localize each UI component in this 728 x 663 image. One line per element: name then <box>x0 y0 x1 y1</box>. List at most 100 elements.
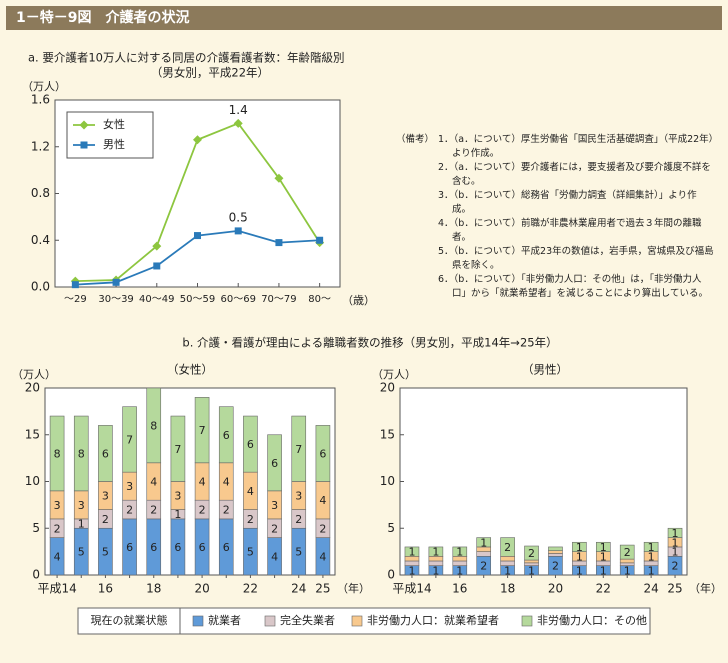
data-label: 2 <box>102 513 109 526</box>
y-tick-label: 0 <box>387 568 395 582</box>
legend-swatch <box>521 615 533 627</box>
header-title: 1－特－9図 介護者の状況 <box>16 9 189 26</box>
bar-segment <box>98 425 113 482</box>
y-tick-label: 1.6 <box>31 93 50 107</box>
y-tick-label: 15 <box>380 427 395 441</box>
bar-segment <box>476 537 492 548</box>
bar-segment <box>428 560 444 566</box>
y-tick-label: 5 <box>387 521 395 535</box>
x-tick-label: 24 <box>643 582 658 596</box>
x-tick-label: 70～79 <box>261 294 296 305</box>
header-bar <box>6 6 722 30</box>
data-label: 6 <box>271 457 278 470</box>
x-tick-label: 22 <box>596 582 611 596</box>
x-tick-label: 16 <box>452 582 467 596</box>
bar-segment <box>524 545 539 561</box>
bar-segment <box>146 387 162 464</box>
legend-box <box>66 111 154 159</box>
data-label: 3 <box>295 490 302 503</box>
data-label: 6 <box>102 447 109 460</box>
data-label: 3 <box>54 499 61 512</box>
x-tick-label: 20 <box>548 582 563 596</box>
point <box>193 135 202 145</box>
data-label: 1 <box>456 564 463 577</box>
data-label: 3 <box>126 480 133 493</box>
legend-label: 就業者 <box>208 613 241 627</box>
bar-segment <box>73 415 89 492</box>
point <box>234 227 242 235</box>
data-label: 4 <box>271 550 278 563</box>
data-label: 6 <box>223 429 230 442</box>
x-tick-label: 50～59 <box>180 294 215 305</box>
data-label: 1 <box>648 550 655 563</box>
data-label: 5 <box>78 546 85 559</box>
point <box>275 239 283 247</box>
data-label: 2 <box>223 504 230 517</box>
bar-segment <box>267 434 282 492</box>
bar-segment <box>619 544 635 560</box>
plot-area <box>44 387 336 576</box>
point <box>233 118 243 128</box>
bar-segment <box>452 546 468 557</box>
notes-heading: （備考） <box>396 134 435 145</box>
y-axis-label: （万人） <box>12 368 56 381</box>
bar-segment <box>572 541 587 552</box>
y-tick-label: 20 <box>25 381 40 395</box>
bar-segment <box>315 425 331 482</box>
data-label: 2 <box>271 522 278 535</box>
data-label: 2 <box>528 547 535 560</box>
data-label: 1 <box>480 536 487 549</box>
legend-swatch <box>264 615 276 627</box>
data-label: 2 <box>247 513 254 526</box>
bar-segment <box>428 546 444 557</box>
bar-segment <box>548 550 563 554</box>
data-label: 1 <box>576 564 583 577</box>
bar-segment <box>500 555 515 562</box>
note-item: 1．（a．について）厚生労働省「国民生活基礎調査」（平成22年）より作成。 <box>438 134 714 159</box>
x-tick-label: 16 <box>98 582 113 596</box>
data-label: 8 <box>150 419 157 432</box>
data-label: 2 <box>480 560 487 573</box>
point <box>316 236 324 244</box>
y-tick-label: 5 <box>32 521 40 535</box>
x-tick-label: ～29 <box>64 294 87 305</box>
data-label: 4 <box>199 476 206 489</box>
y-axis-label: （万人） <box>372 368 416 381</box>
chart-subtitle: （男性） <box>522 363 568 377</box>
chart-title: a. 要介護者10万人に対する同居の介護看護者数：年齢階級別 <box>28 51 345 65</box>
point <box>274 173 284 183</box>
data-label: 2 <box>150 504 157 517</box>
data-label: 1 <box>432 546 439 559</box>
data-label: 1 <box>528 564 535 577</box>
data-label: 2 <box>54 522 61 535</box>
data-label: 2 <box>624 546 631 559</box>
data-label: 1 <box>576 550 583 563</box>
data-label: 1 <box>600 550 607 563</box>
bar-segment <box>643 541 659 552</box>
x-tick-label: 25 <box>667 582 682 596</box>
x-tick-label: 25 <box>315 582 330 596</box>
data-label: 2 <box>319 522 326 535</box>
bar-segment <box>619 558 635 564</box>
data-label: 1 <box>432 564 439 577</box>
y-tick-label: 15 <box>25 427 40 441</box>
x-tick-label: 22 <box>243 582 258 596</box>
notes: （備考） 1．（a．について）厚生労働省「国民生活基礎調査」（平成22年）より作… <box>396 133 714 301</box>
data-label: 4 <box>150 476 157 489</box>
data-label: 7 <box>126 433 133 446</box>
x-axis-label: （歳） <box>342 294 375 307</box>
data-label: 1 <box>174 508 181 521</box>
data-label: 6 <box>319 447 326 460</box>
x-tick-label: 60～69 <box>220 294 255 305</box>
x-tick-label: 18 <box>500 582 515 596</box>
bar-segment <box>452 560 468 566</box>
data-label: 5 <box>295 546 302 559</box>
bar-segment <box>476 551 492 557</box>
point <box>71 281 79 289</box>
data-label: 1 <box>648 541 655 554</box>
data-label: 6 <box>150 541 157 554</box>
y-tick-label: 20 <box>380 381 395 395</box>
data-label: 1.4 <box>229 103 248 117</box>
data-label: 1 <box>600 541 607 554</box>
